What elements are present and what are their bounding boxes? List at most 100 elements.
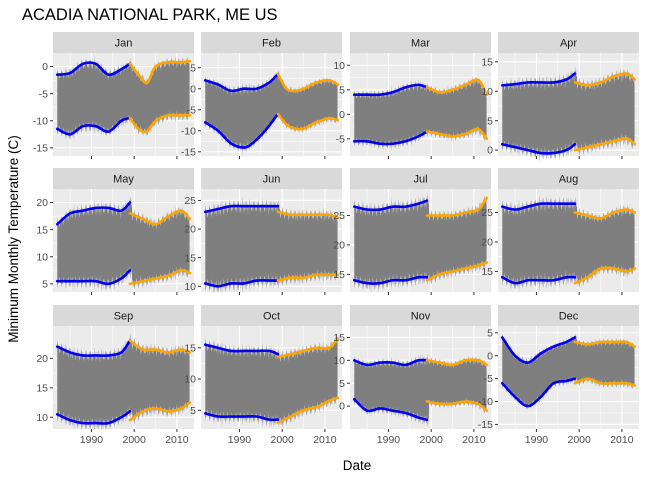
x-tick-label: 2010 bbox=[462, 434, 486, 446]
late-lower-trend-line bbox=[128, 113, 192, 134]
late-lower-trend-line bbox=[276, 396, 340, 425]
facet-panels: Jan 0 -5 -10 -15 Feb 5 0 -5 -10 -15 Mar 10 5 0 -5 Apr 15 1… bbox=[33, 32, 639, 446]
late-upper-trend-line bbox=[276, 337, 340, 359]
early-lower-trend-line bbox=[352, 130, 429, 146]
y-tick-label: 10 bbox=[36, 412, 48, 424]
facet-strip bbox=[498, 32, 639, 53]
y-tick-label: 5 bbox=[487, 115, 493, 127]
late-lower-trend-line bbox=[425, 261, 489, 282]
facet-strip bbox=[201, 32, 342, 53]
facet-strip-label: Jul bbox=[413, 174, 427, 186]
late-lower-trend-line bbox=[573, 266, 637, 285]
temperature-range-ribbon bbox=[502, 333, 635, 411]
panel-feb: Feb 5 0 -5 -10 -15 bbox=[181, 32, 342, 159]
late-upper-trend-line bbox=[128, 339, 192, 354]
panel-dec: Dec 5 0 -5 -10 -15 1990 2000 2010 bbox=[478, 305, 639, 446]
late-lower-trend-line bbox=[128, 401, 192, 422]
early-upper-trend-line bbox=[352, 199, 429, 212]
facet-strip bbox=[201, 168, 342, 189]
y-tick-label: 5 bbox=[190, 62, 196, 74]
late-lower-trend-line bbox=[425, 400, 489, 412]
y-tick-label: 15 bbox=[36, 224, 48, 236]
y-tick-label: 20 bbox=[333, 240, 345, 252]
panel-jun: Jun 25 20 15 10 bbox=[184, 168, 342, 296]
y-tick-label: 5 bbox=[339, 84, 345, 96]
facet-strip bbox=[53, 168, 194, 189]
late-upper-trend-line bbox=[425, 196, 489, 218]
y-tick-label: 0 bbox=[190, 83, 196, 95]
y-tick-label: -15 bbox=[478, 419, 493, 431]
panel-apr: Apr 15 10 5 0 bbox=[481, 32, 639, 163]
y-tick-label: 0 bbox=[339, 109, 345, 121]
panel-mar: Mar 10 5 0 -5 bbox=[333, 32, 491, 159]
early-lower-trend-line bbox=[352, 397, 429, 422]
facet-strip bbox=[201, 305, 342, 326]
panel-oct: Oct 15 10 5 1990 2000 2010 bbox=[184, 305, 342, 446]
y-tick-label: -15 bbox=[33, 142, 48, 154]
late-lower-trend-line bbox=[573, 136, 637, 152]
y-tick-label: -15 bbox=[181, 146, 196, 158]
temperature-range-ribbon bbox=[57, 195, 190, 292]
early-upper-trend-line bbox=[55, 339, 132, 357]
early-upper-trend-line bbox=[203, 72, 280, 93]
panel-nov: Nov 15 10 5 0 1990 2000 2010 bbox=[333, 305, 491, 446]
y-axis-title: Minimum Monthly Temperature (C) bbox=[6, 135, 21, 343]
panel-sep: Sep 20 15 10 1990 2000 2010 bbox=[36, 305, 194, 446]
y-tick-label: 10 bbox=[184, 374, 196, 386]
x-tick-label: 1990 bbox=[80, 434, 104, 446]
y-tick-label: 15 bbox=[36, 382, 48, 394]
facet-strip-label: Dec bbox=[559, 311, 579, 323]
y-tick-label: -10 bbox=[181, 125, 196, 137]
early-lower-trend-line bbox=[203, 112, 280, 149]
early-upper-trend-line bbox=[55, 201, 132, 226]
y-tick-label: 20 bbox=[481, 237, 493, 249]
temperature-range-ribbon bbox=[354, 193, 487, 294]
y-tick-label: 20 bbox=[36, 197, 48, 209]
early-lower-trend-line bbox=[500, 142, 577, 155]
facet-strip bbox=[53, 305, 194, 326]
late-lower-trend-line bbox=[276, 273, 340, 282]
y-tick-label: 15 bbox=[184, 252, 196, 264]
facet-strip-label: Aug bbox=[559, 174, 579, 186]
late-upper-trend-line bbox=[573, 340, 637, 348]
facet-strip-label: Jan bbox=[115, 38, 133, 50]
late-upper-trend-line bbox=[425, 78, 489, 96]
panel-aug: Aug 25 20 15 bbox=[481, 168, 639, 295]
panel-jul: Jul 25 20 15 bbox=[333, 168, 491, 295]
x-tick-label: 2010 bbox=[165, 434, 189, 446]
y-tick-label: 0 bbox=[339, 401, 345, 413]
facet-strip bbox=[350, 305, 491, 326]
early-lower-trend-line bbox=[203, 279, 280, 288]
y-tick-label: -5 bbox=[336, 133, 345, 145]
early-upper-trend-line bbox=[55, 61, 132, 77]
late-upper-trend-line bbox=[276, 72, 340, 93]
late-upper-trend-line bbox=[128, 209, 192, 226]
facet-strip bbox=[498, 168, 639, 189]
early-lower-trend-line bbox=[55, 269, 132, 286]
x-tick-label: 2000 bbox=[271, 434, 295, 446]
facet-strip-label: May bbox=[113, 174, 134, 186]
y-tick-label: 5 bbox=[339, 378, 345, 390]
late-upper-trend-line bbox=[276, 210, 340, 219]
early-lower-trend-line bbox=[55, 116, 132, 136]
late-lower-trend-line bbox=[128, 268, 192, 286]
early-lower-trend-line bbox=[500, 275, 577, 285]
facet-strip-label: Feb bbox=[262, 38, 281, 50]
facet-strip bbox=[53, 32, 194, 53]
facet-strip-label: Apr bbox=[560, 38, 577, 50]
early-lower-trend-line bbox=[500, 377, 577, 408]
temperature-range-ribbon bbox=[354, 76, 487, 151]
y-tick-label: 10 bbox=[333, 355, 345, 367]
y-tick-label: 5 bbox=[42, 278, 48, 290]
panel-may: May 20 15 10 5 bbox=[36, 168, 194, 295]
y-tick-label: 5 bbox=[190, 405, 196, 417]
y-tick-label: 15 bbox=[481, 266, 493, 278]
early-upper-trend-line bbox=[203, 343, 280, 356]
late-upper-trend-line bbox=[128, 59, 192, 85]
x-tick-label: 1990 bbox=[377, 434, 401, 446]
x-tick-label: 1990 bbox=[525, 434, 549, 446]
temperature-range-ribbon bbox=[205, 336, 338, 428]
early-upper-trend-line bbox=[500, 72, 577, 87]
late-lower-trend-line bbox=[573, 377, 637, 387]
early-upper-trend-line bbox=[352, 358, 429, 367]
